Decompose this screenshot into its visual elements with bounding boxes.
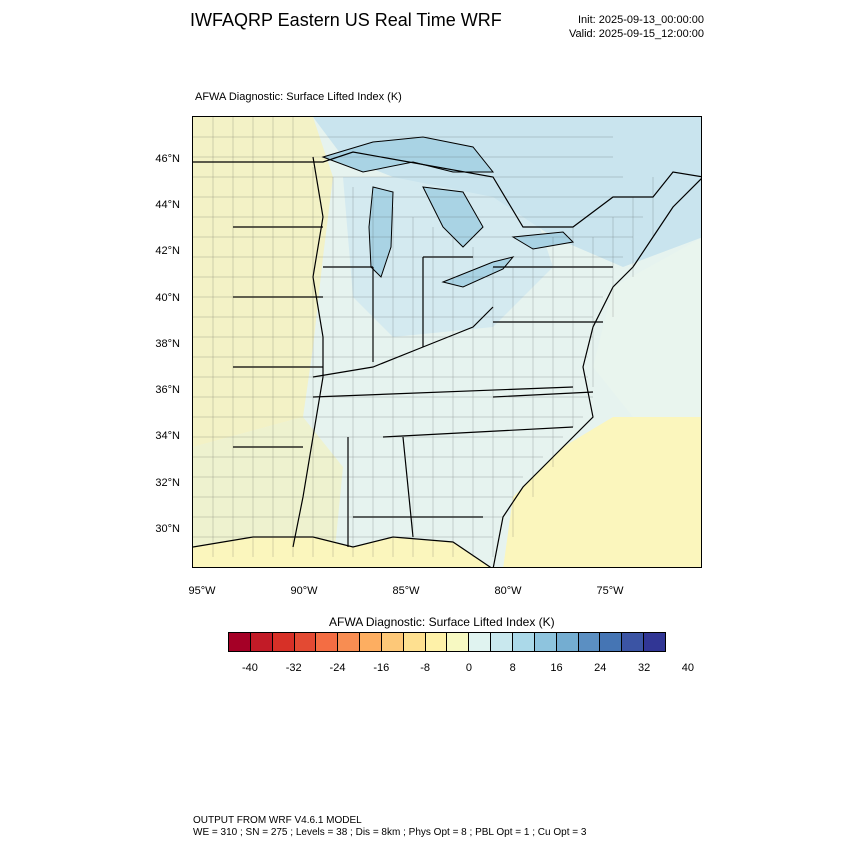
county-texture (193, 117, 654, 557)
lon-label-80w: 80°W (494, 585, 522, 597)
tn-ky-line (312, 386, 574, 398)
colorbar-swatch (469, 633, 492, 651)
western-plains-field (193, 117, 333, 447)
model-footer: OUTPUT FROM WRF V4.6.1 MODEL WE = 310 ; … (193, 815, 586, 839)
footer-line-2: WE = 310 ; SN = 275 ; Levels = 38 ; Dis … (193, 827, 587, 838)
colorbar-swatch (360, 633, 382, 651)
map-panel (192, 116, 702, 568)
colorbar-swatch (556, 633, 579, 651)
lon-label-95w: 95°W (188, 585, 216, 597)
colorbar-swatch (381, 633, 404, 651)
colorbar-label: 32 (637, 662, 651, 674)
colorbar-swatch (294, 633, 317, 651)
gulf-of-mexico (193, 537, 491, 567)
colorbar-swatch (250, 633, 273, 651)
lon-label-90w: 90°W (290, 585, 318, 597)
lat-label-46n: 46°N (155, 153, 180, 165)
init-time: Init: 2025-09-13_00:00:00 (578, 14, 704, 26)
colorbar-swatch (534, 633, 557, 651)
colorbar-label: 40 (681, 662, 695, 674)
run-times: Init: 2025-09-13_00:00:00 Valid: 2025-09… (569, 13, 704, 41)
lat-label-36n: 36°N (155, 384, 180, 396)
colorbar-label: -24 (329, 662, 346, 674)
southwest-field (193, 417, 343, 567)
lon-label-85w: 85°W (392, 585, 420, 597)
lat-label-38n: 38°N (155, 338, 180, 350)
figure-title: IWFAQRP Eastern US Real Time WRF (190, 10, 502, 30)
colorbar-swatch (644, 633, 665, 651)
footer-line-1: OUTPUT FROM WRF V4.6.1 MODEL (193, 815, 362, 826)
colorbar (228, 632, 666, 652)
colorbar-label: 24 (594, 662, 607, 674)
colorbar-swatch (403, 633, 426, 651)
colorbar-swatch (425, 633, 448, 651)
lat-label-40n: 40°N (155, 292, 180, 304)
lon-label-75w: 75°W (596, 585, 624, 597)
lat-label-34n: 34°N (155, 430, 180, 442)
lat-label-42n: 42°N (155, 245, 180, 257)
colorbar-swatch (600, 633, 623, 651)
colorbar-label: -16 (373, 662, 390, 674)
colorbar-swatch (512, 633, 535, 651)
lat-label-44n: 44°N (155, 199, 180, 211)
lake-erie (441, 256, 515, 288)
colorbar-label: -40 (241, 662, 258, 674)
canada-border (193, 151, 701, 228)
colorbar-swatch (338, 633, 361, 651)
colorbar-swatch (578, 633, 601, 651)
lat-label-30n: 30°N (155, 523, 180, 535)
lake-superior (321, 136, 495, 173)
va-nc-line (492, 391, 594, 398)
colorbar-swatch (447, 633, 470, 651)
colorbar-label: 16 (550, 662, 563, 674)
east-coastline (492, 178, 701, 567)
colorbar-label: -32 (285, 662, 302, 674)
colorbar-label: -8 (420, 662, 430, 674)
colorbar-swatch (229, 633, 251, 651)
colorbar-swatch (272, 633, 295, 651)
atlantic-north (593, 238, 701, 417)
valid-time: Valid: 2025-09-15_12:00:00 (569, 28, 704, 40)
nc-sc-ga-line (382, 426, 574, 438)
colorbar-swatch (316, 633, 339, 651)
colorbar-label: 0 (465, 662, 472, 674)
lifted-index-map (193, 117, 701, 567)
colorbar-label: 8 (509, 662, 516, 674)
colorbar-swatch (622, 633, 645, 651)
atlantic-south (503, 417, 701, 567)
ga-al-line (402, 436, 414, 538)
colorbar-swatch (491, 633, 513, 651)
lat-label-32n: 32°N (155, 477, 180, 489)
colorbar-title: AFWA Diagnostic: Surface Lifted Index (K… (329, 615, 555, 629)
plot-title: AFWA Diagnostic: Surface Lifted Index (K… (195, 91, 402, 103)
